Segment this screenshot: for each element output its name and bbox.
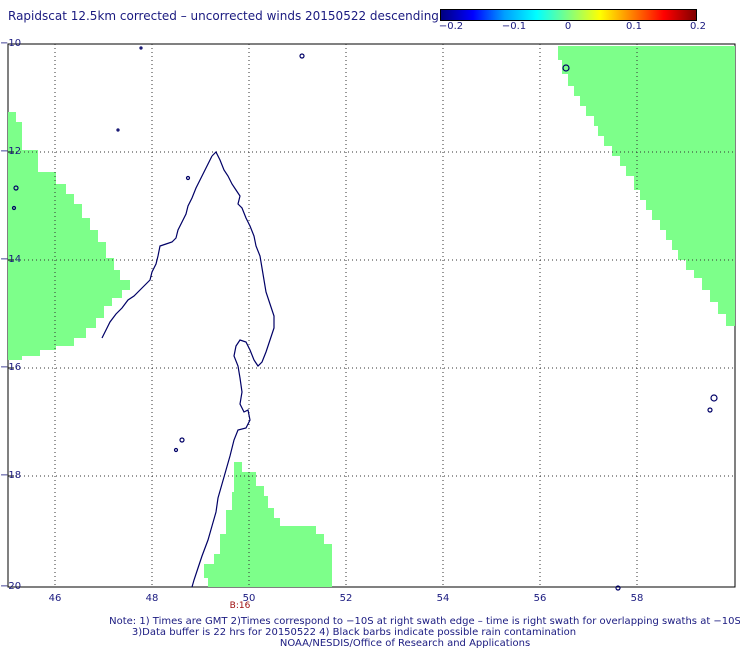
note-line-1: Note: 1) Times are GMT 2)Times correspon…	[109, 616, 740, 627]
colorbar-label-pos: 0.1	[626, 21, 642, 32]
swath-left	[8, 112, 130, 360]
lon-label-52: 52	[339, 593, 353, 604]
lon-label-48: 48	[145, 593, 159, 604]
lat-label-14s: −14	[0, 254, 22, 265]
lat-label-12s: −12	[0, 146, 22, 157]
swath-bottom	[204, 462, 332, 587]
lon-label-58: 58	[630, 593, 644, 604]
lat-label-20s: −20	[0, 581, 22, 592]
coastline-madagascar-west	[101, 155, 213, 339]
graticule	[8, 44, 735, 587]
lon-label-56: 56	[533, 593, 547, 604]
coastline-layer	[11, 46, 718, 591]
lat-label-18s: −18	[0, 470, 22, 481]
colorbar-label-zero: 0	[564, 21, 572, 32]
lon-label-54: 54	[436, 593, 450, 604]
swath-layer	[8, 46, 735, 587]
coastline-madagascar-east	[191, 150, 275, 588]
lat-label-10s: −10	[0, 38, 22, 49]
colorbar	[440, 9, 697, 21]
swath-right	[558, 46, 735, 326]
lon-label-46: 46	[48, 593, 62, 604]
colorbar-label-min: −0.2	[438, 21, 464, 32]
lon-label-50: 50	[242, 593, 256, 604]
note-line-2: 3)Data buffer is 22 hrs for 20150522 4) …	[131, 627, 577, 638]
lat-label-16s: −16	[0, 362, 22, 373]
map-title: Rapidscat 12.5km corrected – uncorrected…	[8, 9, 439, 23]
colorbar-label-neg: −0.1	[501, 21, 527, 32]
note-line-3: NOAA/NESDIS/Office of Research and Appli…	[279, 638, 531, 649]
swath-time-marker: B:16	[229, 601, 251, 611]
colorbar-label-max: 0.2	[690, 21, 706, 32]
lat-ticks	[8, 43, 14, 588]
